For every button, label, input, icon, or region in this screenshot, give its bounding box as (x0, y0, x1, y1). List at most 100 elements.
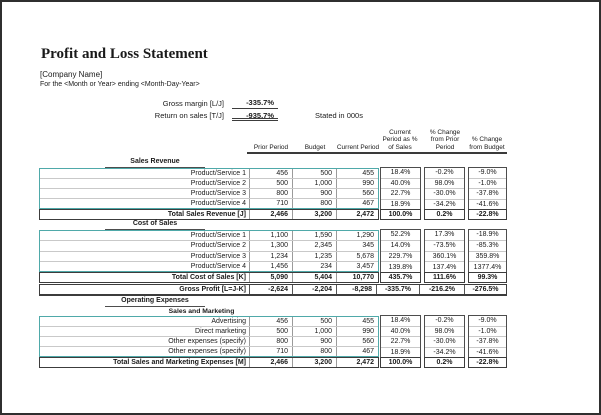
table-row: Product/Service 3 1,234 1,235 5,678 (40, 250, 378, 261)
table-row: Product/Service 1 1,100 1,590 1,290 (40, 231, 378, 241)
sales-revenue-group: Product/Service 1 456 500 455 Product/Se… (39, 168, 379, 209)
cell-budget: 800 (292, 347, 336, 356)
row-label: Direct marketing (195, 328, 246, 335)
cell-change-prior: -30.0% (425, 188, 464, 199)
cell-current-period: 2,472 (336, 358, 378, 367)
column-header-pct-of-sales: Current Period as % of Sales (382, 128, 418, 151)
cell-budget: 1,235 (292, 251, 336, 261)
cell-pct-of-sales: 18.9% (381, 198, 420, 210)
table-row: Direct marketing 500 1,000 990 (40, 326, 378, 336)
cell-budget: 500 (292, 169, 336, 178)
sales-marketing-change-budget-box: -9.0% -1.0% -37.8% -41.6% (468, 315, 507, 358)
cell-change-budget: -1.0% (469, 325, 506, 337)
row-label: Product/Service 3 (190, 190, 246, 197)
total-change-prior: 111.6% (424, 272, 465, 283)
stated-in-000s: Stated in 000s (315, 111, 363, 120)
cell-prior-period: 710 (249, 199, 292, 208)
cell-current-period: -8,298 (336, 285, 376, 294)
cell-pct-of-sales: 18.9% (381, 346, 420, 358)
cell-change-budget: 1377.4% (469, 261, 506, 272)
table-row: Advertising 456 500 455 (40, 317, 378, 326)
total-label: Total Sales Revenue [J] (167, 211, 246, 218)
total-label: Total Cost of Sales [K] (171, 274, 246, 281)
cell-prior-period: 2,466 (249, 210, 292, 219)
cost-of-sales-pct-of-sales-box: 52.2% 14.0% 229.7% 139.8% (380, 229, 421, 273)
section-header-operating-expenses: Operating Expenses (105, 296, 205, 307)
table-row: Product/Service 2 500 1,000 990 (40, 178, 378, 188)
cell-pct-of-sales: 18.4% (390, 169, 411, 177)
sales-marketing-change-prior-box: -0.2% 98.0% -30.0% -34.2% (424, 315, 465, 358)
cell-change-budget: -41.6% (469, 346, 506, 358)
cell-pct-of-sales: 22.7% (381, 336, 420, 347)
cell-pct-of-sales: 18.4% (390, 317, 411, 325)
cell-prior-period: 500 (249, 179, 292, 188)
sales-revenue-change-prior-box: -0.2% 98.0% -30.0% -34.2% (424, 167, 465, 210)
cell-prior-period: 1,234 (249, 251, 292, 261)
column-header-prior-period: Prior Period (253, 143, 289, 151)
cell-pct-of-sales: 229.7% (381, 250, 420, 262)
cell-prior-period: 1,100 (249, 231, 292, 241)
cell-budget: -2,204 (292, 285, 336, 294)
cell-current-period: 560 (336, 337, 378, 346)
cell-prior-period: 2,466 (249, 358, 292, 367)
cell-budget: 1,590 (292, 231, 336, 241)
column-header-change-prior: % Change from Prior Period (429, 128, 461, 151)
sales-revenue-change-budget-box: -9.0% -1.0% -37.8% -41.6% (468, 167, 507, 210)
gross-profit-label: Gross Profit [L=J-K] (179, 286, 246, 293)
total-change-prior: 0.2% (424, 357, 465, 368)
cell-pct-of-sales: 40.0% (381, 177, 420, 189)
cell-budget: 900 (292, 189, 336, 198)
cell-budget: 3,200 (292, 358, 336, 367)
cell-current-period: 1,290 (336, 231, 378, 241)
cell-change-budget: -37.8% (469, 336, 506, 347)
total-label: Total Sales and Marketing Expenses [M] (113, 359, 246, 366)
total-pct-of-sales: 100.0% (380, 357, 421, 368)
cell-budget: 1,000 (292, 179, 336, 188)
cell-change-prior: -34.2% (425, 346, 464, 358)
total-change-prior: 0.2% (424, 209, 465, 220)
sales-revenue-pct-of-sales-box: 18.4% 40.0% 22.7% 18.9% (380, 167, 421, 210)
row-label: Product/Service 2 (190, 242, 246, 250)
cell-budget: 2,345 (292, 241, 336, 251)
cell-current-period: 467 (336, 199, 378, 208)
cell-change-prior: 360.1% (425, 250, 464, 262)
cell-pct-of-sales: 22.7% (381, 188, 420, 199)
return-on-sales-value: -935.7% (232, 110, 278, 121)
cell-current-period: 2,472 (336, 210, 378, 219)
table-row: Other expenses (specify) 800 900 560 (40, 336, 378, 346)
cell-budget: 3,200 (292, 210, 336, 219)
cell-prior-period: 456 (249, 169, 292, 178)
cell-pct-of-sales: 14.0% (381, 239, 420, 251)
cell-change-budget: -41.6% (469, 198, 506, 210)
section-header-sales-revenue: Sales Revenue (105, 157, 205, 168)
row-label: Product/Service 4 (190, 200, 246, 207)
gross-margin-value: -335.7% (232, 97, 278, 109)
cell-prior-period: 1,456 (249, 261, 292, 271)
total-change-budget: -22.8% (468, 209, 507, 220)
cost-of-sales-change-budget-box: -18.9% -85.3% 359.8% 1377.4% (468, 229, 507, 273)
section-header-cost-of-sales: Cost of Sales (105, 219, 205, 230)
cell-change-prior: 98.0% (425, 177, 464, 189)
column-header-change-budget: % Change from Budget (469, 136, 505, 151)
row-label: Other expenses (specify) (168, 348, 246, 355)
cost-of-sales-change-prior-box: 17.3% -73.5% 360.1% 137.4% (424, 229, 465, 273)
cell-pct-of-sales: 40.0% (381, 325, 420, 337)
sales-marketing-pct-of-sales-box: 18.4% 40.0% 22.7% 18.9% (380, 315, 421, 358)
gross-margin-label: Gross margin [L/J] (162, 99, 224, 108)
cell-budget: 500 (292, 317, 336, 326)
gross-profit-row: Gross Profit [L=J-K] -2,624 -2,204 -8,29… (39, 284, 507, 296)
row-label: Product/Service 1 (190, 232, 246, 240)
return-on-sales-label: Return on sales [T/J] (154, 111, 224, 120)
table-row: Product/Service 1 456 500 455 (40, 169, 378, 178)
cell-prior-period: 710 (249, 347, 292, 356)
cost-of-sales-group: Product/Service 1 1,100 1,590 1,290 Prod… (39, 230, 379, 272)
cell-current-period: 455 (336, 169, 378, 178)
cell-prior-period: 800 (249, 189, 292, 198)
table-row: Other expenses (specify) 710 800 467 (40, 346, 378, 356)
cell-pct-of-sales: 52.2% (390, 231, 411, 239)
cell-change-prior: -34.2% (425, 198, 464, 210)
row-label: Product/Service 3 (190, 252, 246, 260)
cell-prior-period: 456 (249, 317, 292, 326)
cell-change-budget: -9.0% (478, 169, 497, 177)
